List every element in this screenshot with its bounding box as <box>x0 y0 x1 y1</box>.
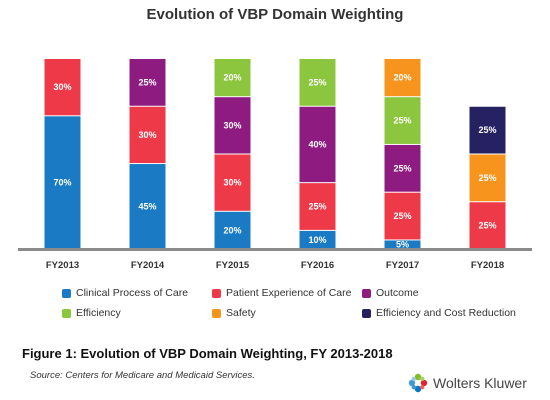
data-label: 5% <box>396 240 409 250</box>
legend-swatch <box>212 288 221 298</box>
data-label: 25% <box>308 77 326 87</box>
data-label: 20% <box>393 73 411 83</box>
x-axis-line <box>18 248 532 251</box>
bar-segment-fy2018-patient-experience-of-care <box>469 202 506 249</box>
data-label: 25% <box>478 125 496 135</box>
x-tick-label: FY2014 <box>131 260 165 271</box>
brand-name: Wolters Kluwer <box>433 375 527 391</box>
data-label: 30% <box>223 120 241 130</box>
legend-item: Outcome <box>362 287 419 299</box>
legend-item: Clinical Process of Care <box>62 287 188 299</box>
data-label: 30% <box>53 82 71 92</box>
bar-segment-fy2013-clinical-process-of-care <box>44 116 81 249</box>
legend-swatch <box>212 308 221 318</box>
x-tick-label: FY2018 <box>471 260 504 271</box>
x-tick-label: FY2015 <box>216 260 250 271</box>
legend-swatch <box>62 308 71 318</box>
legend-label: Clinical Process of Care <box>76 287 189 299</box>
legend-item: Safety <box>212 307 256 319</box>
bar-segment-fy2014-patient-experience-of-care <box>129 106 166 164</box>
legend-swatch <box>362 308 371 318</box>
brand-logo: Wolters Kluwer <box>407 372 527 394</box>
bar-segment-fy2015-clinical-process-of-care <box>214 211 251 249</box>
data-label: 70% <box>53 178 71 188</box>
data-label: 25% <box>478 173 496 183</box>
source-note: Source: Centers for Medicare and Medicai… <box>30 370 255 381</box>
bar-segment-fy2017-safety <box>384 59 421 97</box>
chart-title: Evolution of VBP Domain Weighting <box>146 6 404 23</box>
data-label: 25% <box>138 77 156 87</box>
bar-segment-fy2017-patient-experience-of-care <box>384 192 421 240</box>
legend-label: Safety <box>226 307 256 319</box>
bar-segment-fy2014-clinical-process-of-care <box>129 164 166 249</box>
x-tick-label: FY2016 <box>301 260 334 271</box>
data-label: 25% <box>393 116 411 126</box>
legend-swatch <box>62 288 71 298</box>
data-label: 10% <box>308 235 326 245</box>
x-tick-label: FY2017 <box>386 260 419 271</box>
legend-label: Patient Experience of Care <box>226 287 352 299</box>
data-label: 30% <box>223 178 241 188</box>
legend-label: Efficiency <box>76 307 121 319</box>
data-label: 40% <box>308 139 326 149</box>
legend-label: Outcome <box>376 287 419 299</box>
stacked-bar-chart: 70% 30% FY2013 45% 30% 25% FY2014 20% 30% 30% 20% F… <box>18 59 532 271</box>
legend-item: Efficiency <box>62 307 121 319</box>
data-label: 25% <box>393 163 411 173</box>
bar-segment-fy2014-outcome <box>129 59 166 106</box>
data-label: 30% <box>138 130 156 140</box>
bar-segment-fy2016-patient-experience-of-care <box>299 183 336 230</box>
bar-segment-fy2018-efficiency-and-cost-reduction <box>469 106 506 154</box>
bar-segment-fy2016-clinical-process-of-care <box>299 230 336 249</box>
bar-segment-fy2015-outcome <box>214 97 251 154</box>
data-label: 25% <box>393 211 411 221</box>
bar-segment-fy2017-clinical-process-of-care <box>384 240 421 249</box>
data-label: 20% <box>223 225 241 235</box>
legend-item: Efficiency and Cost Reduction <box>362 307 516 319</box>
x-tick-label: FY2013 <box>46 260 79 271</box>
bar-segment-fy2016-outcome <box>299 106 336 183</box>
figure-caption: Figure 1: Evolution of VBP Domain Weight… <box>22 346 393 361</box>
data-label: 20% <box>223 73 241 83</box>
data-label: 25% <box>308 202 326 212</box>
bar-segment-fy2013-patient-experience-of-care <box>44 59 81 116</box>
legend-item: Patient Experience of Care <box>212 287 352 299</box>
bar-segment-fy2016-efficiency <box>299 59 336 106</box>
bar-segment-fy2017-efficiency <box>384 97 421 144</box>
data-label: 45% <box>138 202 156 212</box>
wolters-kluwer-logo-icon <box>408 373 428 393</box>
bar-segment-fy2017-outcome <box>384 144 421 192</box>
bar-segment-fy2015-efficiency <box>214 59 251 97</box>
bar-segment-fy2015-patient-experience-of-care <box>214 154 251 211</box>
data-label: 25% <box>478 221 496 231</box>
legend-label: Efficiency and Cost Reduction <box>376 307 516 319</box>
bar-segment-fy2018-safety <box>469 154 506 202</box>
legend-swatch <box>362 288 371 298</box>
